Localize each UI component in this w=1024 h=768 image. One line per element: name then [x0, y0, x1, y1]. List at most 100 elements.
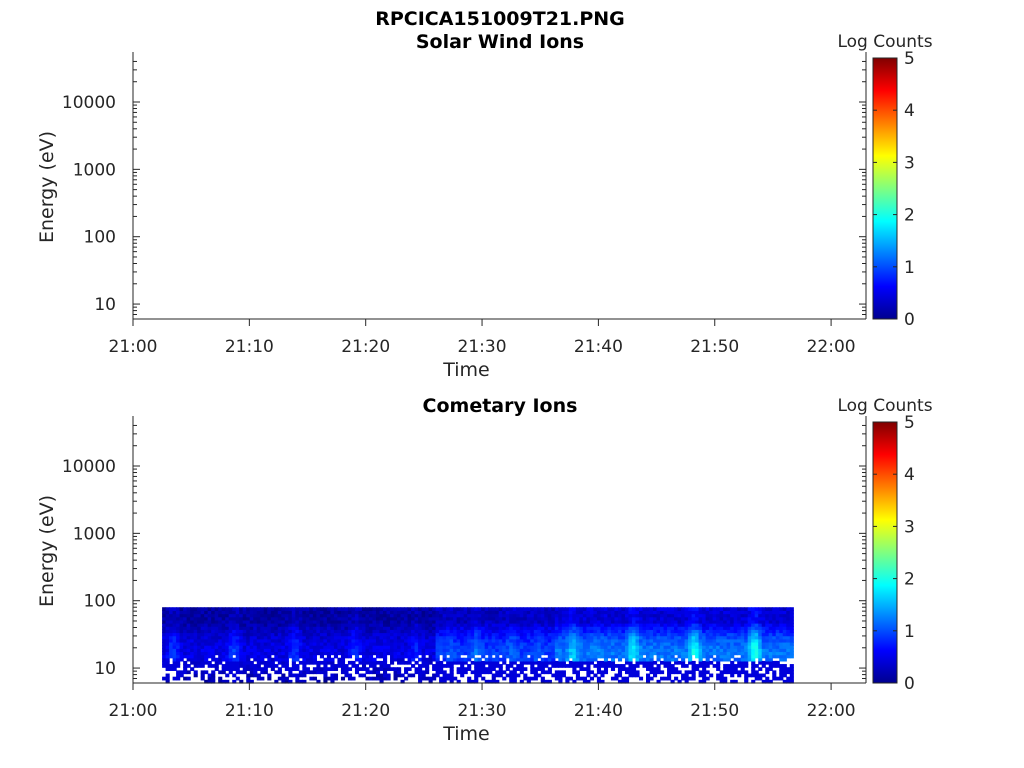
- spectrogram-cell: [316, 645, 321, 649]
- spectrogram-cell: [635, 616, 640, 621]
- spectrogram-cell: [705, 648, 710, 653]
- spectrogram-cell: [723, 638, 728, 643]
- spectrogram-cell: [530, 641, 535, 646]
- spectrogram-cell: [414, 610, 419, 615]
- spectrogram-cell: [667, 660, 672, 665]
- spectrogram-cell: [418, 667, 423, 671]
- spectrogram-cell: [316, 667, 321, 671]
- spectrogram-cell: [509, 651, 514, 656]
- spectrogram-cell: [540, 623, 545, 627]
- spectrogram-cell: [218, 607, 223, 611]
- spectrogram-cell: [456, 645, 461, 649]
- spectrogram-cell: [558, 629, 563, 634]
- spectrogram-cell: [495, 623, 500, 627]
- spectrogram-cell: [326, 641, 332, 646]
- spectrogram-cell: [530, 607, 535, 611]
- spectrogram-cell: [232, 648, 237, 653]
- spectrogram-cell: [372, 635, 377, 640]
- spectrogram-cell: [688, 676, 693, 681]
- spectrogram-cell: [456, 657, 461, 662]
- spectrogram-cell: [375, 641, 381, 646]
- spectrogram-cell: [358, 635, 363, 640]
- spectrogram-cell: [456, 651, 461, 656]
- spectrogram-cell: [695, 607, 700, 611]
- spectrogram-cell: [775, 645, 780, 649]
- spectrogram-cell: [684, 607, 689, 611]
- spectrogram-cell: [568, 648, 573, 653]
- spectrogram-cell: [744, 641, 749, 646]
- spectrogram-cell: [246, 638, 251, 643]
- spectrogram-cell: [579, 610, 584, 615]
- spectrogram-cell: [411, 632, 416, 637]
- spectrogram-cell: [263, 623, 268, 627]
- spectrogram-cell: [277, 645, 282, 649]
- spectrogram-cell: [379, 664, 384, 668]
- spectrogram-cell: [709, 660, 714, 665]
- spectrogram-cell: [744, 638, 749, 643]
- spectrogram-cell: [558, 673, 563, 678]
- spectrogram-cell: [411, 648, 416, 653]
- spectrogram-cell: [663, 635, 668, 640]
- spectrogram-cell: [561, 623, 566, 627]
- spectrogram-cell: [670, 613, 675, 618]
- spectrogram-cell: [688, 632, 693, 637]
- spectrogram-cell: [200, 654, 205, 659]
- spectrogram-cell: [235, 645, 240, 649]
- colorbar-tick-label: 3: [904, 153, 915, 173]
- spectrogram-cell: [361, 648, 367, 653]
- spectrogram-cell: [723, 679, 728, 684]
- spectrogram-cell: [716, 629, 721, 634]
- spectrogram-cell: [684, 670, 689, 675]
- spectrogram-cell: [193, 616, 198, 621]
- spectrogram-cell: [498, 616, 503, 621]
- spectrogram-cell: [214, 619, 219, 624]
- spectrogram-cell: [179, 651, 184, 656]
- spectrogram-cell: [456, 616, 461, 621]
- spectrogram-cell: [351, 638, 356, 643]
- spectrogram-cell: [526, 648, 531, 653]
- spectrogram-cell: [495, 629, 500, 634]
- spectrogram-cell: [723, 635, 728, 640]
- spectrogram-cell: [309, 623, 314, 627]
- spectrogram-cell: [200, 626, 205, 630]
- spectrogram-cell: [719, 648, 724, 653]
- spectrogram-cell: [211, 632, 216, 637]
- spectrogram-cell: [572, 610, 577, 615]
- spectrogram-cell: [456, 635, 461, 640]
- spectrogram-cell: [183, 660, 188, 665]
- spectrogram-cell: [397, 626, 402, 630]
- spectrogram-cell: [575, 626, 580, 630]
- spectrogram-cell: [712, 616, 717, 621]
- spectrogram-cell: [442, 676, 447, 681]
- spectrogram-cell: [432, 616, 437, 621]
- spectrogram-cell: [579, 638, 584, 643]
- spectrogram-cell: [674, 623, 679, 627]
- spectrogram-cell: [190, 657, 195, 662]
- spectrogram-cell: [228, 610, 233, 615]
- spectrogram-cell: [649, 670, 654, 675]
- spectrogram-cell: [232, 626, 237, 630]
- spectrogram-cell: [347, 651, 353, 656]
- spectrogram-cell: [386, 664, 391, 668]
- spectrogram-cell: [477, 641, 482, 646]
- spectrogram-cell: [505, 645, 510, 649]
- spectrogram-cell: [530, 648, 535, 653]
- spectrogram-cell: [744, 629, 749, 634]
- spectrogram-cell: [765, 651, 770, 656]
- spectrogram-cell: [733, 613, 738, 618]
- spectrogram-cell: [523, 607, 528, 611]
- spectrogram-cell: [579, 660, 584, 665]
- spectrogram-cell: [533, 616, 538, 621]
- spectrogram-cell: [495, 619, 500, 624]
- spectrogram-cell: [751, 673, 756, 678]
- spectrogram-cell: [656, 648, 661, 653]
- spectrogram-cell: [246, 613, 251, 618]
- spectrogram-cell: [737, 613, 742, 618]
- spectrogram-cell: [519, 657, 524, 662]
- spectrogram-cell: [221, 679, 226, 684]
- spectrogram-cell: [407, 623, 412, 627]
- spectrogram-cell: [256, 660, 261, 665]
- spectrogram-cell: [561, 610, 566, 615]
- spectrogram-cell: [358, 623, 363, 627]
- spectrogram-cell: [723, 645, 728, 649]
